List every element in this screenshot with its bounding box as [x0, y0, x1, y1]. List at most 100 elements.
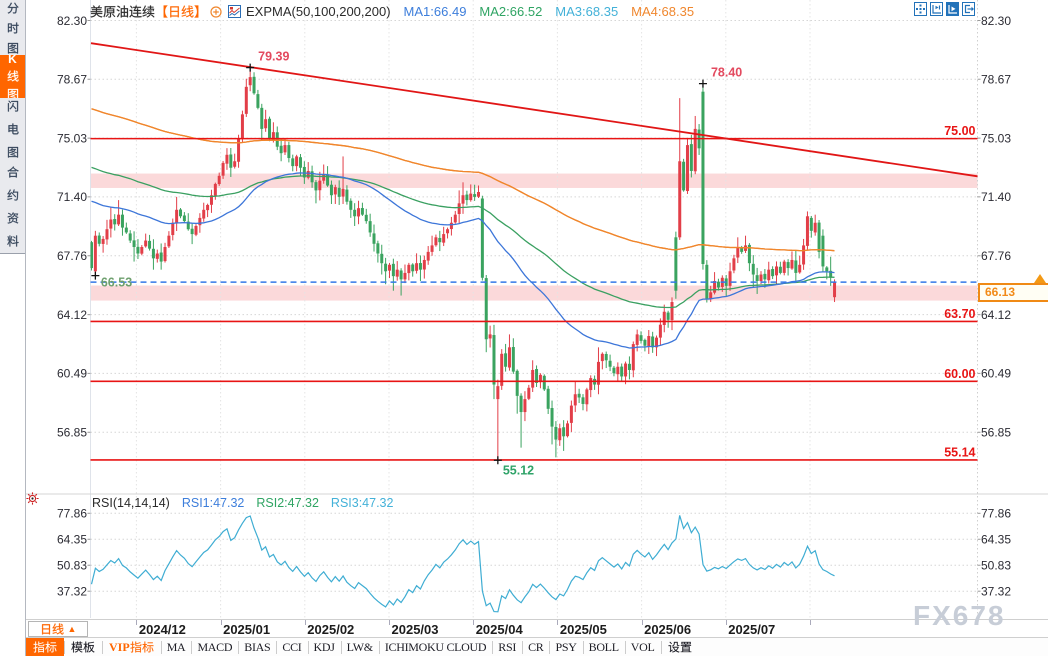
- rsi-line: [90, 515, 835, 613]
- sidebar-item-label: [7, 98, 19, 160]
- toolbar-item-RSI[interactable]: RSI: [492, 638, 522, 656]
- month-tick: [304, 620, 306, 625]
- indicator-settings-icon[interactable]: [26, 492, 39, 505]
- ma-value-4: MA4:68.35: [631, 4, 695, 19]
- svg-text:56.85: 56.85: [981, 426, 1011, 440]
- month-label-2025/07: 2025/07: [728, 622, 776, 637]
- toolbar-item-模板[interactable]: [64, 638, 102, 656]
- rsi-value-3: RSI3:47.32: [330, 495, 394, 510]
- extreme-cross-marker: [493, 456, 502, 465]
- candlestick-chart[interactable]: 75.00 63.70 60.00 55.14 79.39 78.40 55.12 66.53…: [0, 0, 1048, 619]
- toolbar-item-指标[interactable]: [26, 638, 64, 656]
- dropdown-arrow-icon: ▲: [67, 623, 77, 634]
- toolbar-item-CR[interactable]: CR: [522, 638, 549, 656]
- period-label: [40, 622, 64, 636]
- indicator-label[interactable]: EXPMA(50,100,200,200): [246, 4, 391, 19]
- month-tick: [220, 620, 222, 625]
- pan-move-icon[interactable]: [914, 2, 927, 16]
- svg-text:67.76: 67.76: [57, 249, 87, 263]
- svg-text:75.03: 75.03: [57, 131, 87, 145]
- toolbar-item-MACD[interactable]: MACD: [191, 638, 238, 656]
- svg-text:79.39: 79.39: [258, 50, 289, 64]
- sidebar-item-label: [6, 164, 19, 249]
- symbol-title: [90, 4, 155, 19]
- toolbar-item-VIP指标[interactable]: VIP: [102, 638, 161, 656]
- svg-text:78.67: 78.67: [57, 73, 87, 87]
- svg-text:50.83: 50.83: [57, 559, 87, 573]
- axis-compress-icon[interactable]: [930, 2, 943, 16]
- watermark: FX678: [913, 600, 1006, 631]
- sidebar: K: [0, 0, 26, 656]
- rsi-indicator-label[interactable]: RSI(14,14,14): [92, 495, 170, 510]
- svg-text:60.49: 60.49: [57, 367, 87, 381]
- toolbar-item-label: [33, 640, 57, 655]
- month-tick: [810, 620, 811, 625]
- svg-text:71.40: 71.40: [57, 190, 87, 204]
- svg-text:75.00: 75.00: [944, 124, 975, 138]
- price-axis-labels: 82.30 82.30 78.67 78.67 75.03 75.03 71.40 71.40…: [57, 14, 1011, 599]
- month-label-2025/02: 2025/02: [307, 622, 355, 637]
- extreme-cross-marker: [698, 79, 707, 88]
- svg-text:82.30: 82.30: [981, 14, 1011, 28]
- svg-text:64.35: 64.35: [981, 533, 1011, 547]
- toolbar-item-CCI[interactable]: CCI: [276, 638, 307, 656]
- line-EXPMA100: [91, 166, 835, 309]
- annotations: 79.39 78.40 55.12 66.53: [91, 50, 742, 477]
- axis-play-icon[interactable]: [946, 2, 959, 16]
- ma-value-1: MA1:66.49: [403, 4, 467, 19]
- toolbar-item-设置[interactable]: [660, 638, 699, 656]
- month-tick: [557, 620, 559, 625]
- svg-text:71.40: 71.40: [981, 190, 1011, 204]
- month-tick: [473, 620, 475, 625]
- svg-text:63.70: 63.70: [944, 307, 975, 321]
- month-tick: [389, 620, 390, 625]
- svg-text:50.83: 50.83: [981, 559, 1011, 573]
- svg-text:55.14: 55.14: [944, 445, 975, 459]
- svg-text:37.32: 37.32: [981, 585, 1011, 599]
- toolbar-item-KDJ[interactable]: KDJ: [307, 638, 341, 656]
- svg-text:77.86: 77.86: [57, 507, 87, 521]
- trend-line[interactable]: [90, 42, 978, 178]
- price-up-arrow-icon: [1034, 274, 1046, 283]
- compare-plus-icon[interactable]: [210, 5, 222, 18]
- toolbar-item-label: [71, 640, 95, 655]
- line-EXPMA50: [91, 172, 835, 349]
- svg-text:77.86: 77.86: [981, 507, 1011, 521]
- time-axis-row: ▲ 2024/12 2025/01 2025/02 2025/03 2025/04 202…: [26, 619, 1048, 638]
- period-selector-button[interactable]: ▲: [28, 621, 88, 637]
- svg-text:37.32: 37.32: [57, 585, 87, 599]
- sidebar-item-3[interactable]: [0, 160, 25, 254]
- svg-text:64.12: 64.12: [57, 308, 87, 322]
- candles-layer: [90, 67, 837, 461]
- extreme-cross-marker: [246, 63, 255, 72]
- toolbar-item-PSY[interactable]: PSY: [549, 638, 582, 656]
- month-label-2025/04: 2025/04: [475, 622, 523, 637]
- toolbar-item-BOLL[interactable]: BOLL: [582, 638, 625, 656]
- sidebar-item-label: [6, 0, 19, 56]
- sidebar-item-1[interactable]: K: [0, 52, 25, 102]
- svg-text:64.12: 64.12: [981, 308, 1011, 322]
- sidebar-item-2[interactable]: [0, 98, 25, 161]
- extreme-cross-marker: [91, 271, 100, 280]
- toolbar-item-MA[interactable]: MA: [160, 638, 192, 656]
- month-label-2025/01: 2025/01: [223, 622, 271, 637]
- line-EXPMA200: [91, 108, 835, 252]
- svg-text:78.40: 78.40: [711, 66, 742, 80]
- level-lines: 75.00 63.70 60.00 55.14: [90, 42, 978, 461]
- svg-text:64.35: 64.35: [57, 533, 87, 547]
- toolbar-item-LW&[interactable]: LW&: [340, 638, 379, 656]
- sidebar-item-label: K: [6, 52, 19, 102]
- toolbar-item-VOL[interactable]: VOL: [624, 638, 661, 656]
- svg-text:67.76: 67.76: [981, 249, 1011, 263]
- exit-right-icon[interactable]: [962, 2, 975, 16]
- toolbar-item-BIAS[interactable]: BIAS: [238, 638, 276, 656]
- toolbar-item-ICHIMOKU-CLOUD[interactable]: ICHIMOKU CLOUD: [378, 638, 492, 656]
- ma-value-3: MA3:68.35: [555, 4, 619, 19]
- sidebar-item-0[interactable]: [0, 0, 25, 56]
- period-tag: [155, 4, 207, 19]
- indicator-toolbar: VIP MA MACD BIAS CCI KDJ LW& ICHIMOKU CLOUD RSI C…: [26, 637, 1048, 656]
- mini-chart-icon[interactable]: [228, 5, 241, 18]
- toolbar-item-label: VIP: [109, 640, 154, 655]
- svg-text:60.00: 60.00: [944, 367, 975, 381]
